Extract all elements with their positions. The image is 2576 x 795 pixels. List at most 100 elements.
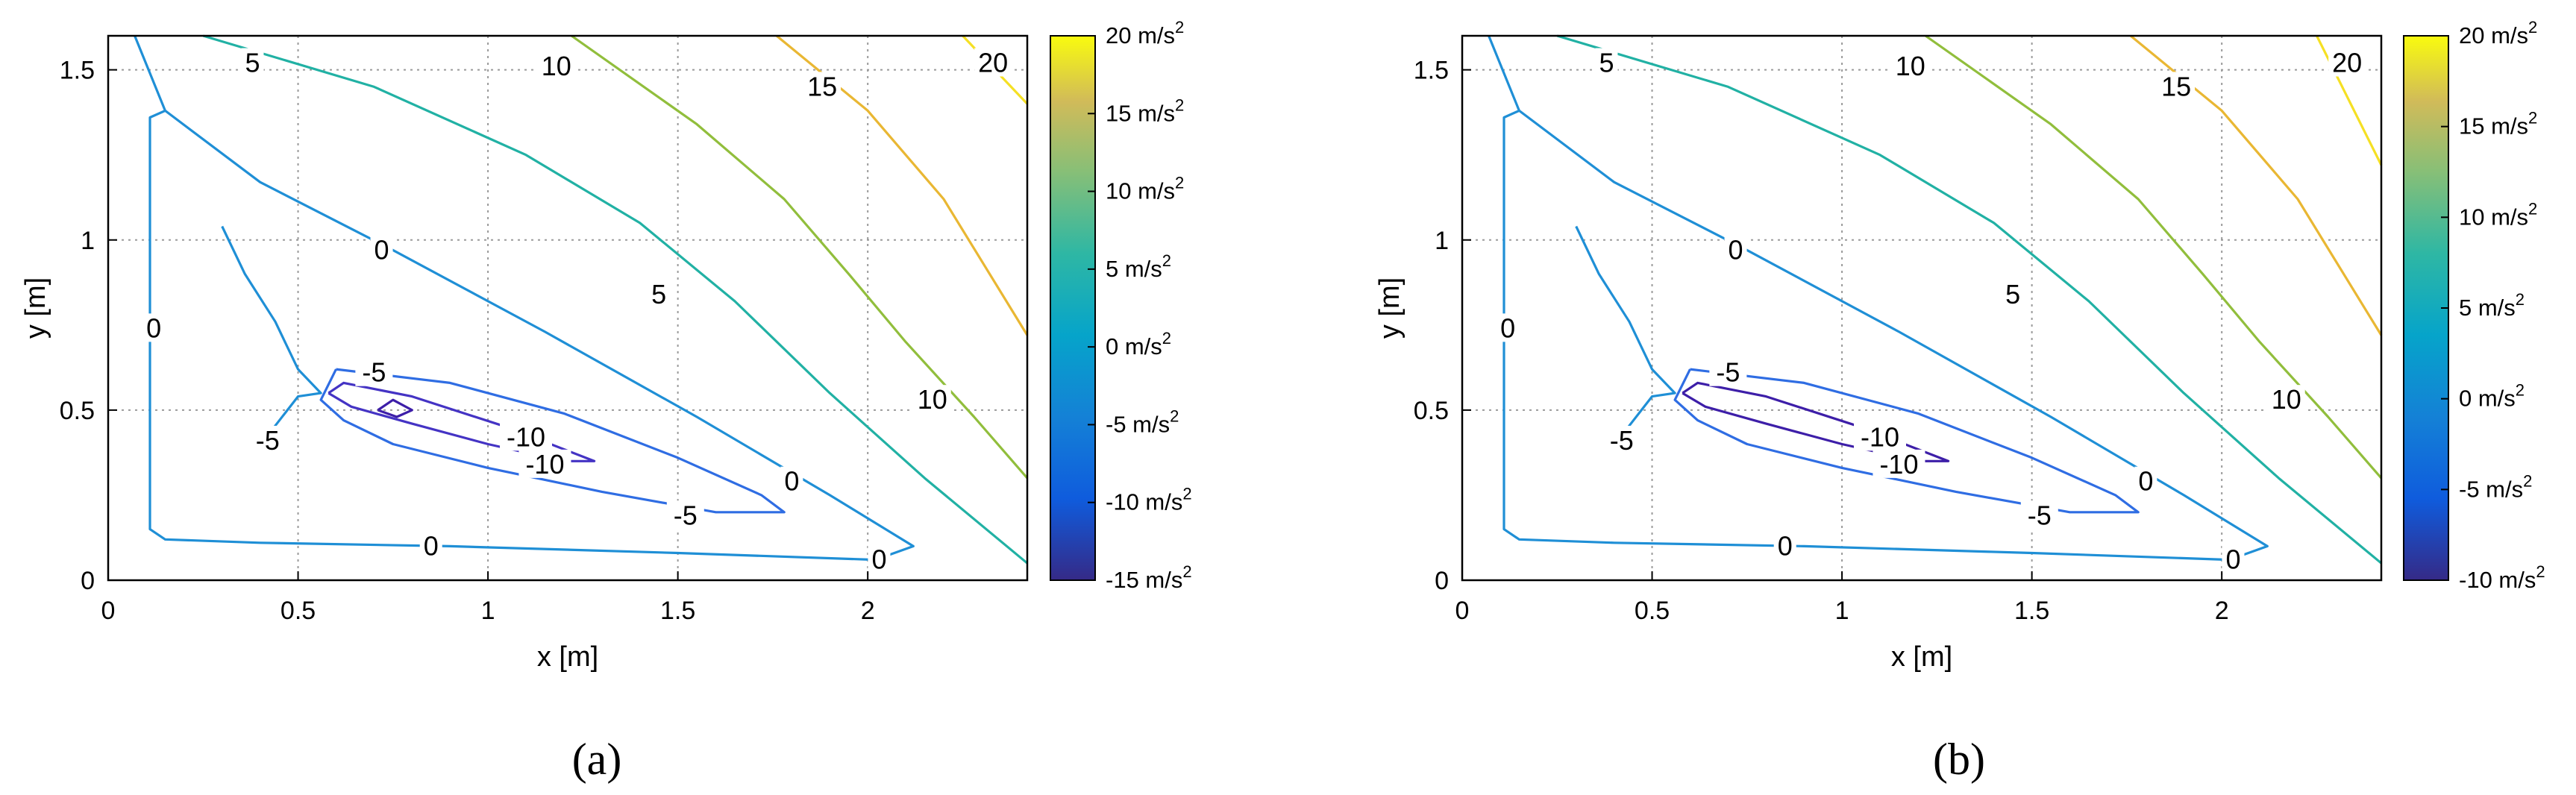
contour-label: 0 <box>2225 544 2240 575</box>
contour-label: 10 <box>2272 384 2301 415</box>
contour-label-bg <box>1602 425 1640 454</box>
colorbar-tick-label: 15 m/s2 <box>1106 95 1184 126</box>
contour-label-bg <box>2020 500 2058 530</box>
contour-label-bg <box>1497 313 1520 342</box>
contour-line-5 <box>202 34 1029 565</box>
contour-label-bg <box>666 500 704 530</box>
y-tick-label: 1.5 <box>60 57 95 85</box>
contour-label-bg <box>500 422 552 451</box>
contour-label-bg <box>2328 48 2366 77</box>
contour-label: 0 <box>871 544 886 575</box>
y-tick-label: 1 <box>1435 227 1449 255</box>
colorbar-tick-label: 5 m/s2 <box>2459 290 2525 321</box>
contour-label-bg <box>370 235 393 264</box>
contour-label: 5 <box>245 48 260 78</box>
axes-box <box>107 34 1029 582</box>
contour-line--5 <box>319 368 786 514</box>
y-axis-label: y [m] <box>20 277 51 339</box>
contour-label: 0 <box>1729 234 1743 265</box>
contour-line-10 <box>1925 34 2383 480</box>
contour-label: -5 <box>1610 425 1634 456</box>
contour-label: 5 <box>1599 48 1614 78</box>
contour-label-bg <box>419 531 442 560</box>
contour-label-bg <box>518 449 571 478</box>
contour-label-bg <box>142 313 166 342</box>
x-tick-label: 0 <box>1455 597 1470 625</box>
y-tick-label: 0 <box>1435 567 1449 595</box>
contour-label-bg <box>780 466 803 495</box>
contour-label-bg <box>2134 466 2157 495</box>
x-tick-label: 0.5 <box>1635 597 1670 625</box>
axes-box <box>1461 34 2383 582</box>
contour-label-bg <box>537 51 575 81</box>
colorbar-tick-label: 5 m/s2 <box>1106 251 1171 282</box>
contour-label: -5 <box>362 357 386 388</box>
x-tick-label: 0 <box>101 597 116 625</box>
contour-label: 0 <box>1500 312 1515 343</box>
contour-label: 0 <box>375 234 389 265</box>
contour-line--10 <box>1682 381 1950 462</box>
contour-label-bg <box>803 72 842 101</box>
contour-label-bg <box>1724 235 1747 264</box>
colorbar-tick-label: -10 m/s2 <box>2459 562 2545 593</box>
x-tick-label: 1.5 <box>660 597 695 625</box>
contour-label-bg <box>1595 48 1618 77</box>
contour-label-bg <box>355 357 393 386</box>
contour-label-bg <box>1891 51 1929 81</box>
contour-line--10 <box>328 381 596 462</box>
contour-label-bg <box>1773 531 1796 560</box>
colorbar <box>1050 35 1096 581</box>
contour-label: -5 <box>1716 357 1740 388</box>
contour-line-20 <box>2316 35 2383 166</box>
contour-label: 10 <box>542 51 571 81</box>
contour-label: 0 <box>424 530 439 561</box>
colorbar-tick-label: 10 m/s2 <box>1106 174 1184 204</box>
y-tick-label: 1 <box>81 227 95 255</box>
contour-label: -10 <box>525 449 564 480</box>
y-axis-label: y [m] <box>1374 277 1405 339</box>
contour-label: 20 <box>978 48 1008 78</box>
contour-label: 0 <box>2138 466 2153 497</box>
colorbar-tick-label: 15 m/s2 <box>2459 109 2537 139</box>
contour-label: -5 <box>2028 500 2052 530</box>
x-tick-label: 2 <box>861 597 875 625</box>
colorbar-tick-label: -10 m/s2 <box>1106 485 1192 515</box>
contour-label: -10 <box>1879 449 1918 480</box>
contour-line-0 <box>134 35 915 562</box>
y-tick-label: 0.5 <box>60 397 95 425</box>
contour-label: -10 <box>507 421 545 452</box>
contour-line--15 <box>377 398 413 418</box>
plot-area <box>108 36 1027 580</box>
contour-label-bg <box>2222 544 2245 574</box>
contour-label: -5 <box>256 425 280 456</box>
y-tick-label: 0.5 <box>1414 397 1449 425</box>
contour-label-bg <box>913 385 951 414</box>
contour-label: 10 <box>1896 51 1925 81</box>
contour-label: 0 <box>784 466 799 497</box>
panel-label: (b) <box>1933 735 1985 784</box>
x-tick-label: 0.5 <box>281 597 316 625</box>
contour-label-bg <box>1854 422 1906 451</box>
contour-label-bg <box>1873 449 1925 478</box>
contour-label: 5 <box>651 279 666 309</box>
contour-line-5 <box>1556 34 2383 565</box>
contour-line-0 <box>1488 35 2269 562</box>
colorbar-tick-label: -15 m/s2 <box>1106 562 1192 593</box>
colorbar-tick-label: 20 m/s2 <box>2459 18 2537 48</box>
plot-area <box>1462 36 2381 580</box>
contour-label-bg <box>2157 72 2196 101</box>
x-tick-label: 1 <box>481 597 495 625</box>
contour-label: 10 <box>918 384 947 415</box>
contour-line-0 <box>1575 225 1676 432</box>
panel-label: (a) <box>572 735 622 784</box>
colorbar-tick-label: 20 m/s2 <box>1106 18 1184 48</box>
x-tick-label: 1 <box>1835 597 1849 625</box>
contour-label: 5 <box>2005 279 2020 309</box>
contour-label: -10 <box>1861 421 1899 452</box>
contour-label-bg <box>1709 357 1747 386</box>
contour-line-0 <box>221 225 322 432</box>
contour-line--5 <box>1673 368 2140 514</box>
